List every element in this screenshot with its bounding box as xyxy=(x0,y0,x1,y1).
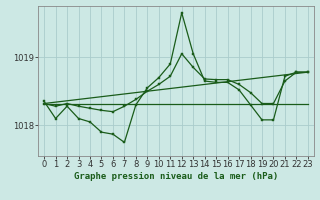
X-axis label: Graphe pression niveau de la mer (hPa): Graphe pression niveau de la mer (hPa) xyxy=(74,172,278,181)
